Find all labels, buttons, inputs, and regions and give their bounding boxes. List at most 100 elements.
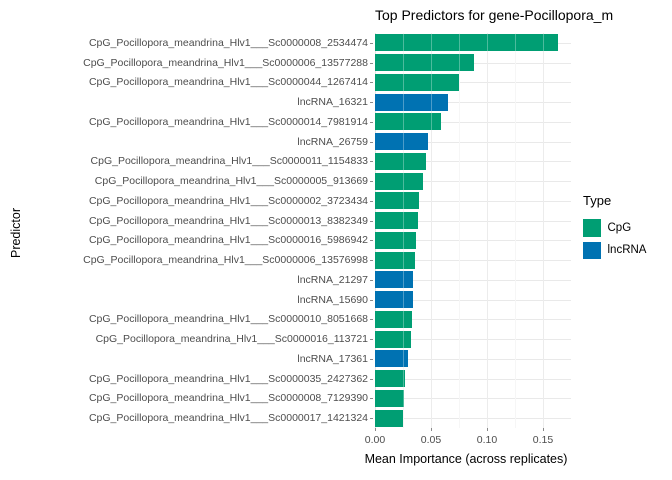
horizontal-gridline [375, 141, 571, 143]
x-axis-title: Mean Importance (across replicates) [364, 452, 568, 466]
legend-swatch-cpg-icon [583, 219, 601, 237]
y-axis-label: CpG_Pocillopora_meandrina_Hlv1___Sc00000… [88, 412, 368, 425]
bar-lncRNA_26759 [375, 133, 428, 151]
x-tickmark [487, 428, 488, 431]
y-tickmark [370, 62, 373, 64]
y-axis-label: lncRNA_16321 [297, 96, 368, 109]
legend: Type CpG lncRNA [583, 193, 646, 264]
bar-CpG_Pocillopora_meandrina_Hlv1___Sc0000017_1421324 [375, 409, 404, 427]
y-axis-label: CpG_Pocillopora_meandrina_Hlv1___Sc00000… [94, 175, 368, 188]
bar-lncRNA_21297 [375, 271, 414, 289]
y-tickmark [370, 102, 373, 104]
x-tickmark [431, 428, 432, 431]
y-axis-label: CpG_Pocillopora_meandrina_Hlv1___Sc00000… [88, 372, 368, 385]
y-tickmark [370, 200, 373, 202]
y-axis-label: CpG_Pocillopora_meandrina_Hlv1___Sc00000… [88, 115, 368, 128]
y-axis-label: CpG_Pocillopora_meandrina_Hlv1___Sc00000… [95, 333, 368, 346]
bar-CpG_Pocillopora_meandrina_Hlv1___Sc0000010_8051668 [375, 310, 412, 328]
bar-CpG_Pocillopora_meandrina_Hlv1___Sc0000006_13576998 [375, 251, 416, 269]
horizontal-gridline [375, 299, 571, 301]
y-tickmark [370, 279, 373, 281]
bar-lncRNA_15690 [375, 291, 413, 309]
bar-CpG_Pocillopora_meandrina_Hlv1___Sc0000035_2427362 [375, 370, 405, 388]
horizontal-gridline [375, 200, 571, 202]
minor-gridline [403, 33, 404, 428]
y-axis-label: lncRNA_21297 [297, 273, 368, 286]
horizontal-gridline [375, 319, 571, 321]
y-axis-label: CpG_Pocillopora_meandrina_Hlv1___Sc00000… [88, 36, 368, 49]
y-tickmark [370, 240, 373, 242]
horizontal-gridline [375, 279, 571, 281]
x-axis-tick-label: 0.00 [364, 434, 386, 446]
y-tickmark [370, 378, 373, 380]
horizontal-gridline [375, 161, 571, 163]
horizontal-gridline [375, 240, 571, 242]
y-axis-label: lncRNA_26759 [297, 135, 368, 148]
major-gridline [487, 33, 488, 428]
minor-gridline [515, 33, 516, 428]
legend-item-cpg: CpG [583, 219, 646, 237]
y-tickmark [370, 299, 373, 301]
y-tickmark [370, 121, 373, 123]
y-tickmark [370, 220, 373, 222]
horizontal-gridline [375, 260, 571, 262]
y-tickmark [370, 398, 373, 400]
y-axis-label: lncRNA_15690 [297, 293, 368, 306]
bar-CpG_Pocillopora_meandrina_Hlv1___Sc0000016_5986942 [375, 231, 417, 249]
y-axis-label-column: CpG_Pocillopora_meandrina_Hlv1___Sc00000… [0, 33, 368, 428]
horizontal-gridline [375, 220, 571, 222]
x-tickmark [375, 428, 376, 431]
y-tickmark [370, 82, 373, 84]
bar-CpG_Pocillopora_meandrina_Hlv1___Sc0000013_8382349 [375, 212, 418, 230]
y-tickmark [370, 339, 373, 341]
horizontal-gridline [375, 418, 571, 420]
x-axis-tick-label: 0.15 [532, 434, 554, 446]
y-tickmark [370, 42, 373, 44]
y-tickmark [370, 358, 373, 360]
legend-swatch-lncrna-icon [583, 241, 601, 259]
horizontal-gridline [375, 121, 571, 123]
legend-item-label: lncRNA [607, 244, 647, 257]
horizontal-gridline [375, 398, 571, 400]
y-axis-label: CpG_Pocillopora_meandrina_Hlv1___Sc00000… [88, 214, 368, 227]
y-axis-label: CpG_Pocillopora_meandrina_Hlv1___Sc00000… [88, 194, 368, 207]
x-axis-tick-label: 0.10 [476, 434, 498, 446]
x-axis-tick-label: 0.05 [420, 434, 442, 446]
chart-title: Top Predictors for gene-Pocillopora_m [375, 7, 614, 23]
horizontal-gridline [375, 358, 571, 360]
y-axis-label: CpG_Pocillopora_meandrina_Hlv1___Sc00000… [90, 155, 368, 168]
plot-panel [375, 33, 571, 428]
y-axis-label: lncRNA_17361 [297, 352, 368, 365]
major-gridline [543, 33, 544, 428]
bar-CpG_Pocillopora_meandrina_Hlv1___Sc0000008_2534474 [375, 34, 558, 52]
y-axis-label: CpG_Pocillopora_meandrina_Hlv1___Sc00000… [83, 254, 368, 267]
y-tickmark [370, 260, 373, 262]
major-gridline [431, 33, 432, 428]
bar-CpG_Pocillopora_meandrina_Hlv1___Sc0000014_7981914 [375, 113, 442, 131]
major-gridline [375, 33, 376, 428]
y-tickmark [370, 319, 373, 321]
horizontal-gridline [375, 378, 571, 380]
y-tickmark [370, 181, 373, 183]
y-axis-label: CpG_Pocillopora_meandrina_Hlv1___Sc00000… [88, 392, 368, 405]
horizontal-gridline [375, 181, 571, 183]
y-tickmark [370, 418, 373, 420]
legend-title: Type [583, 193, 612, 208]
y-axis-label: CpG_Pocillopora_meandrina_Hlv1___Sc00000… [88, 76, 368, 89]
bar-lncRNA_17361 [375, 350, 408, 368]
bar-CpG_Pocillopora_meandrina_Hlv1___Sc0000016_113721 [375, 330, 411, 348]
legend-item-label: CpG [607, 221, 632, 234]
y-axis-label: CpG_Pocillopora_meandrina_Hlv1___Sc00000… [88, 313, 368, 326]
horizontal-gridline [375, 339, 571, 341]
bar-CpG_Pocillopora_meandrina_Hlv1___Sc0000006_13577288 [375, 54, 474, 72]
bar-CpG_Pocillopora_meandrina_Hlv1___Sc0000002_3723434 [375, 192, 419, 210]
x-tickmark [543, 428, 544, 431]
y-axis-label: CpG_Pocillopora_meandrina_Hlv1___Sc00000… [83, 56, 368, 69]
horizontal-gridline [375, 82, 571, 84]
horizontal-gridline [375, 102, 571, 104]
bar-lncRNA_16321 [375, 93, 448, 111]
y-tickmark [370, 141, 373, 143]
minor-gridline [459, 33, 460, 428]
bar-CpG_Pocillopora_meandrina_Hlv1___Sc0000011_1154833 [375, 152, 426, 170]
